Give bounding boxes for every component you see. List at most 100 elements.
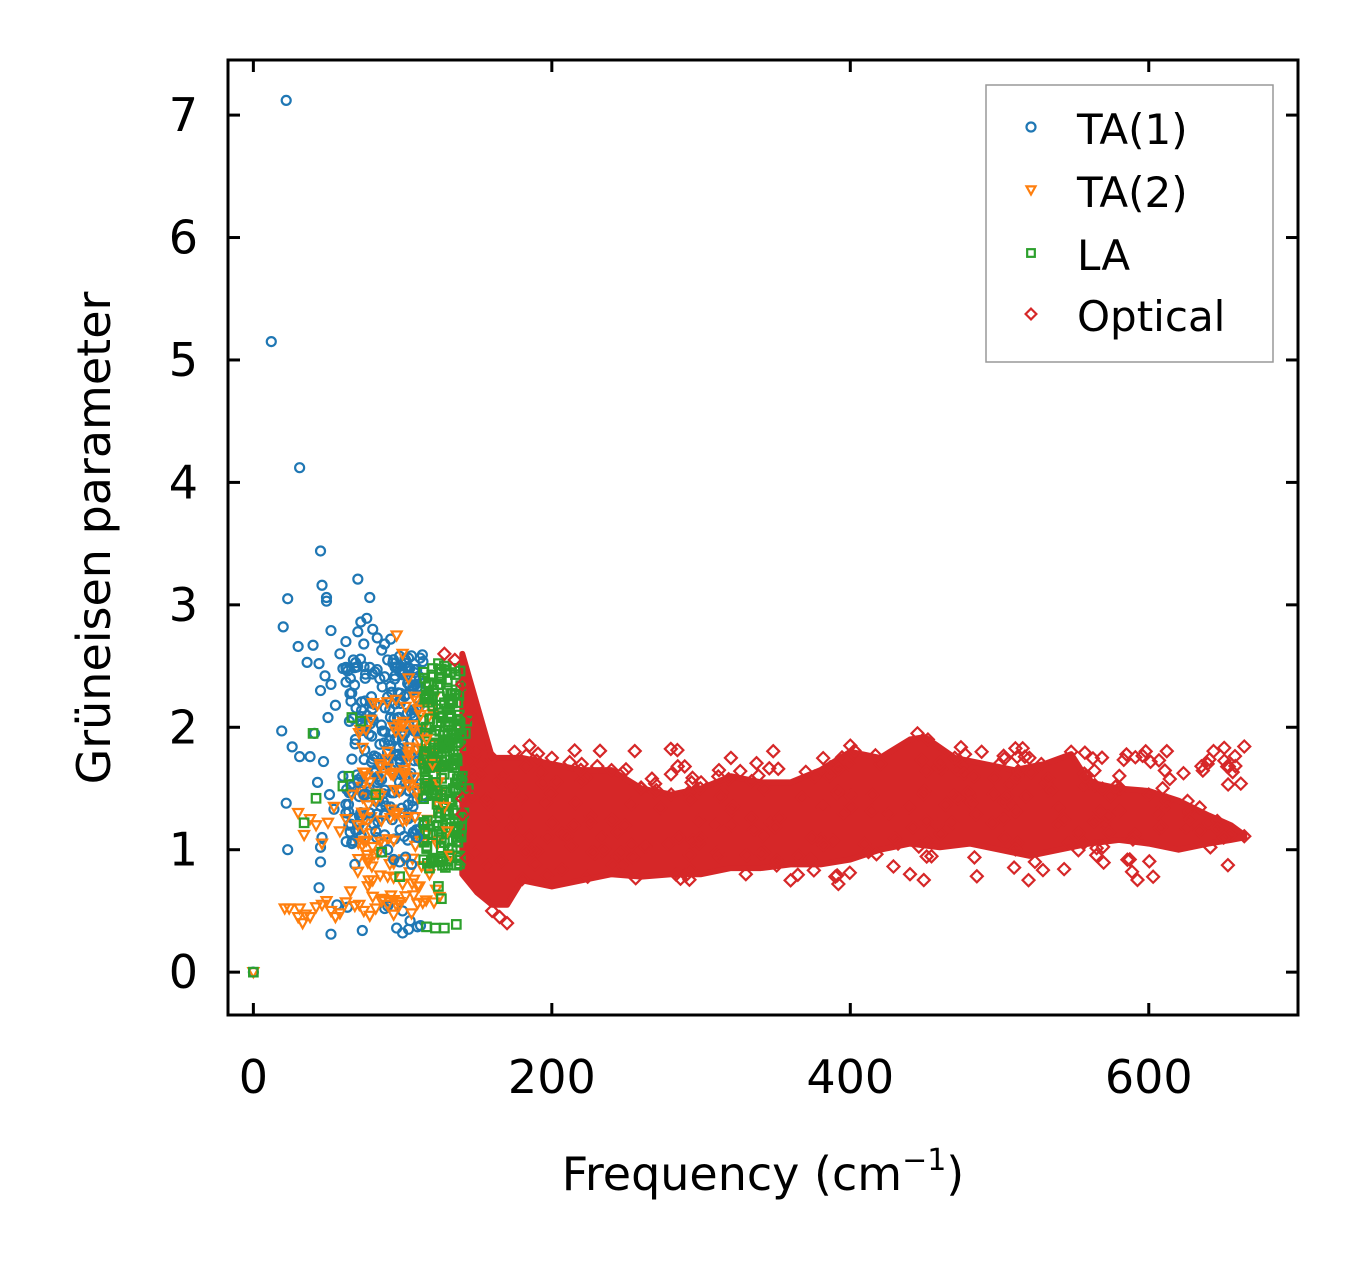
optical-point <box>1195 763 1211 779</box>
la-point <box>443 709 455 721</box>
optical-point <box>544 750 560 766</box>
optical-point <box>672 871 689 887</box>
optical-point <box>887 830 903 847</box>
ta2-point <box>437 801 452 815</box>
optical-point <box>783 872 799 888</box>
la-point <box>424 742 435 754</box>
ta2-point <box>374 771 389 784</box>
ta2-point <box>399 815 414 828</box>
optical-point <box>585 844 601 860</box>
ta2-point <box>343 886 358 899</box>
ta1-point <box>370 825 382 837</box>
optical-point <box>1085 750 1101 766</box>
optical-point <box>566 817 582 833</box>
optical-point <box>543 785 559 802</box>
optical-point <box>1182 811 1198 827</box>
optical-point <box>493 853 510 869</box>
ta2-point <box>282 903 297 916</box>
ta1-point <box>276 725 288 737</box>
ta2-point <box>380 697 395 710</box>
optical-point <box>725 799 741 815</box>
optical-point <box>1095 839 1111 855</box>
optical-point <box>1108 779 1124 795</box>
la-point <box>450 832 462 843</box>
la-point <box>440 759 452 771</box>
optical-point <box>1124 864 1140 880</box>
ta2-point <box>339 897 353 910</box>
ta2-point <box>361 800 376 813</box>
optical-point <box>1111 768 1127 784</box>
optical-point <box>864 787 880 803</box>
optical-point <box>559 829 575 845</box>
optical-point <box>484 903 500 919</box>
optical-point <box>714 785 730 801</box>
optical-point <box>949 762 966 778</box>
la-point <box>450 919 462 930</box>
optical-point <box>864 803 880 819</box>
optical-point <box>996 793 1012 810</box>
ta2-point <box>315 899 329 913</box>
ta1-point <box>371 663 383 676</box>
ta2-point <box>315 838 329 851</box>
legend-label-ta2: TA(2) <box>1076 168 1188 217</box>
optical-point <box>1116 752 1132 768</box>
optical-point <box>1145 869 1161 885</box>
ta1-point <box>265 336 277 348</box>
optical-point <box>1050 800 1066 816</box>
optical-point <box>1227 748 1243 764</box>
ta1-point <box>301 656 313 668</box>
ta1-point <box>405 858 418 871</box>
optical-point <box>692 780 708 796</box>
y-tick-labels: 0 1 2 3 4 5 6 7 <box>169 88 198 999</box>
optical-point <box>677 758 693 775</box>
ta2-point <box>386 767 401 780</box>
optical-point <box>1209 813 1225 829</box>
ta1-point <box>350 657 362 669</box>
ta1-point <box>345 695 357 707</box>
optical-point <box>1021 750 1037 766</box>
optical-point <box>539 867 555 883</box>
optical-point <box>527 857 543 873</box>
optical-point <box>920 731 936 748</box>
optical-point <box>648 782 664 798</box>
la-point <box>421 691 432 703</box>
ta1-point <box>294 751 306 763</box>
la-point <box>439 922 450 934</box>
ta1-point <box>364 591 376 604</box>
optical-point <box>753 846 769 862</box>
optical-point <box>1070 842 1086 858</box>
optical-point <box>1216 829 1232 846</box>
optical-point <box>530 843 546 859</box>
la-point <box>337 780 349 792</box>
optical-point <box>956 766 972 782</box>
ta2-point <box>397 770 412 783</box>
optical-point <box>821 768 837 784</box>
legend-marker-la <box>1026 248 1036 258</box>
optical-point <box>1181 803 1197 819</box>
optical-point <box>815 799 831 815</box>
optical-point <box>1118 746 1135 762</box>
la-point <box>446 758 458 770</box>
ta2-point <box>419 895 434 908</box>
optical-point <box>568 795 584 811</box>
ta2-point <box>406 720 421 733</box>
ta1-point <box>280 94 292 107</box>
ta2-point <box>297 829 311 843</box>
ta1-point <box>337 662 349 675</box>
optical-point <box>911 838 927 855</box>
ta1-point <box>340 836 352 848</box>
ta1-point <box>294 462 306 474</box>
ta1-point <box>311 776 324 788</box>
ta1-point <box>334 648 346 660</box>
la-point <box>462 783 474 794</box>
optical-point <box>846 743 862 759</box>
ta2-point <box>392 899 407 913</box>
optical-point <box>628 870 644 886</box>
optical-point <box>1201 751 1217 767</box>
optical-point <box>503 778 519 794</box>
ta1-point <box>389 661 401 673</box>
marker-layer <box>246 94 1252 980</box>
la-point <box>436 893 447 905</box>
ta1-point <box>314 841 327 853</box>
optical-point <box>1043 782 1059 798</box>
